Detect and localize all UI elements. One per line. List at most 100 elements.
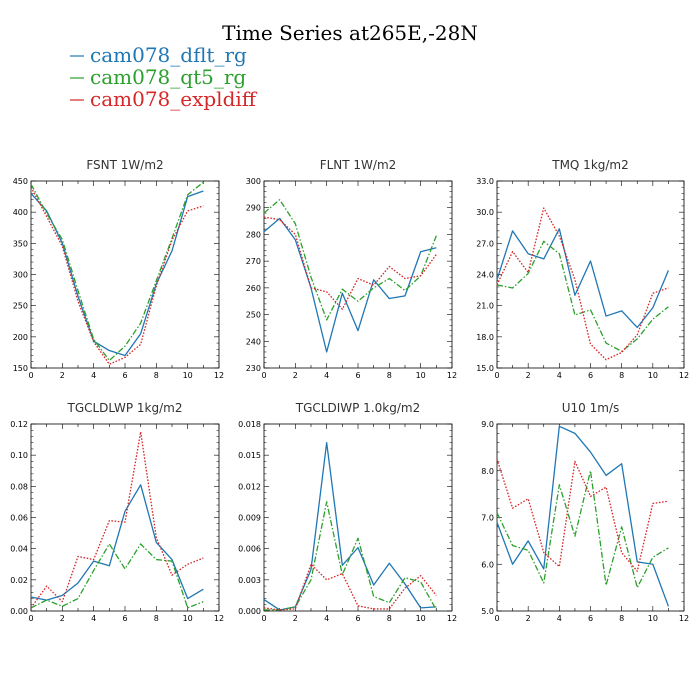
panel-frame [263, 423, 453, 612]
x-tick-label: 0 [261, 371, 266, 380]
series-line-1 [263, 199, 437, 321]
x-tick-label: 0 [28, 371, 33, 380]
series-line-2 [30, 431, 204, 609]
y-tick-label: 0.003 [238, 576, 261, 585]
x-tick-label: 2 [293, 614, 298, 623]
series-line-2 [263, 563, 437, 611]
x-tick-label: 10 [648, 614, 658, 623]
y-tick-label: 260 [246, 284, 261, 293]
y-tick-label: 240 [246, 337, 261, 346]
x-tick-label: 2 [60, 614, 65, 623]
y-tick-label: 0.10 [10, 451, 28, 460]
y-tick-label: 450 [13, 177, 28, 186]
series-line-1 [30, 181, 204, 362]
panels: FSNT 1W/m20 2 4 6 8 10 12150200250300350400450… [10, 158, 689, 623]
y-tick-label: 280 [246, 230, 261, 239]
y-tick-label: 7.0 [481, 514, 494, 523]
x-tick-label: 2 [526, 371, 531, 380]
panel-frame [30, 423, 220, 612]
x-tick-label: 12 [447, 371, 457, 380]
y-tick-label: 8.0 [481, 467, 494, 476]
x-tick-label: 4 [91, 371, 96, 380]
x-tick-label: 0 [494, 371, 499, 380]
series-line-1 [496, 240, 669, 353]
y-tick-label: 150 [13, 364, 28, 373]
legend-label-1: cam078_qt5_rg [90, 65, 246, 89]
y-tick-label: 300 [246, 177, 261, 186]
y-tick-label: 230 [246, 364, 261, 373]
panel-1: FLNT 1W/m2 0 2 4 6 8 10 12 230 240 250 260 270 280 290… [246, 158, 457, 380]
series-line-2 [30, 186, 204, 365]
y-tick-label: 290 [246, 204, 261, 213]
x-tick-label: 2 [60, 371, 65, 380]
x-tick-label: 10 [416, 614, 426, 623]
x-tick-label: 0 [261, 614, 266, 623]
x-tick-label: 10 [648, 371, 658, 380]
panel-title: FLNT 1W/m2 [320, 158, 397, 172]
series-line-2 [263, 216, 437, 310]
y-tick-label: 0.00 [10, 607, 28, 616]
x-tick-label: 2 [293, 371, 298, 380]
y-tick-label: 250 [246, 311, 261, 320]
panel-frame [30, 180, 220, 369]
x-tick-label: 6 [355, 371, 360, 380]
y-tick-label: 0.012 [238, 482, 261, 491]
x-tick-label: 4 [91, 614, 96, 623]
series-line-2 [496, 458, 669, 572]
y-tick-label: 18.0 [476, 333, 494, 342]
series-line-0 [496, 228, 670, 329]
x-tick-label: 8 [154, 614, 159, 623]
y-tick-label: 300 [13, 271, 28, 280]
y-tick-label: 21.0 [476, 302, 494, 311]
panel-title: U10 1m/s [562, 401, 620, 415]
series-line-2 [496, 207, 669, 361]
x-tick-label: 8 [387, 614, 392, 623]
y-tick-label: 0.02 [10, 576, 28, 585]
panel-frame [263, 180, 453, 369]
y-tick-label: 5.0 [481, 607, 494, 616]
series-line-0 [263, 217, 437, 353]
series-line-1 [496, 470, 669, 589]
x-tick-label: 8 [619, 371, 624, 380]
series-line-0 [30, 190, 204, 357]
x-tick-label: 6 [588, 371, 593, 380]
y-tick-label: 27.0 [476, 239, 494, 248]
y-tick-label: 6.0 [481, 560, 494, 569]
y-tick-label: 270 [246, 257, 261, 266]
panel-title: FSNT 1W/m2 [86, 158, 163, 172]
series-line-0 [30, 484, 204, 601]
y-tick-label: 33.0 [476, 177, 494, 186]
series-line-1 [264, 501, 437, 611]
y-tick-label: 15.0 [476, 364, 494, 373]
legend-label-2: cam078_expldiff [90, 87, 258, 111]
y-tick-label: 0.06 [10, 514, 28, 523]
y-tick-label: 0.018 [238, 420, 261, 429]
panel-4: TGCLDIWP 1.0kg/m2 0 2 4 6 8 10 12 0.000 0.003 0.00… [238, 401, 457, 623]
x-tick-label: 8 [619, 614, 624, 623]
y-tick-label: 0.015 [238, 451, 261, 460]
figure-title: Time Series at265E,-28N [222, 21, 478, 45]
x-tick-label: 6 [588, 614, 593, 623]
x-tick-label: 6 [122, 371, 127, 380]
x-tick-label: 2 [526, 614, 531, 623]
legend-label-0: cam078_dflt_rg [90, 43, 247, 67]
x-tick-label: 12 [214, 614, 224, 623]
x-tick-label: 0 [494, 614, 499, 623]
panel-3: TGCLDLWP 1kg/m2 0 2 4 6 8 10 12 0.00 0.02 0.04 0.06… [10, 401, 224, 623]
x-tick-label: 10 [183, 614, 193, 623]
panel-2: TMQ 1kg/m2 0 2 4 6 8 10 12 15.0 18.0 21.0 24.0 27.0 3… [476, 158, 689, 380]
panel-title: TMQ 1kg/m2 [551, 158, 629, 172]
x-tick-label: 6 [355, 614, 360, 623]
x-tick-label: 6 [122, 614, 127, 623]
y-tick-label: 24.0 [476, 271, 494, 280]
y-tick-label: 0.009 [238, 514, 261, 523]
y-tick-label: 0.08 [10, 482, 28, 491]
panel-title: TGCLDIWP 1.0kg/m2 [295, 401, 420, 415]
panel-0: FSNT 1W/m2 0 2 4 6 8 10 12 150 200 250 300 350 400 450 [13, 158, 224, 380]
y-tick-label: 0.006 [238, 545, 261, 554]
x-tick-label: 12 [679, 371, 689, 380]
series-line-1 [30, 543, 204, 609]
x-tick-label: 4 [557, 371, 562, 380]
panel-5: U10 1m/s 0 2 4 6 8 10 12 5.0 6.0 7.0 8.0 9.0 [481, 401, 689, 623]
